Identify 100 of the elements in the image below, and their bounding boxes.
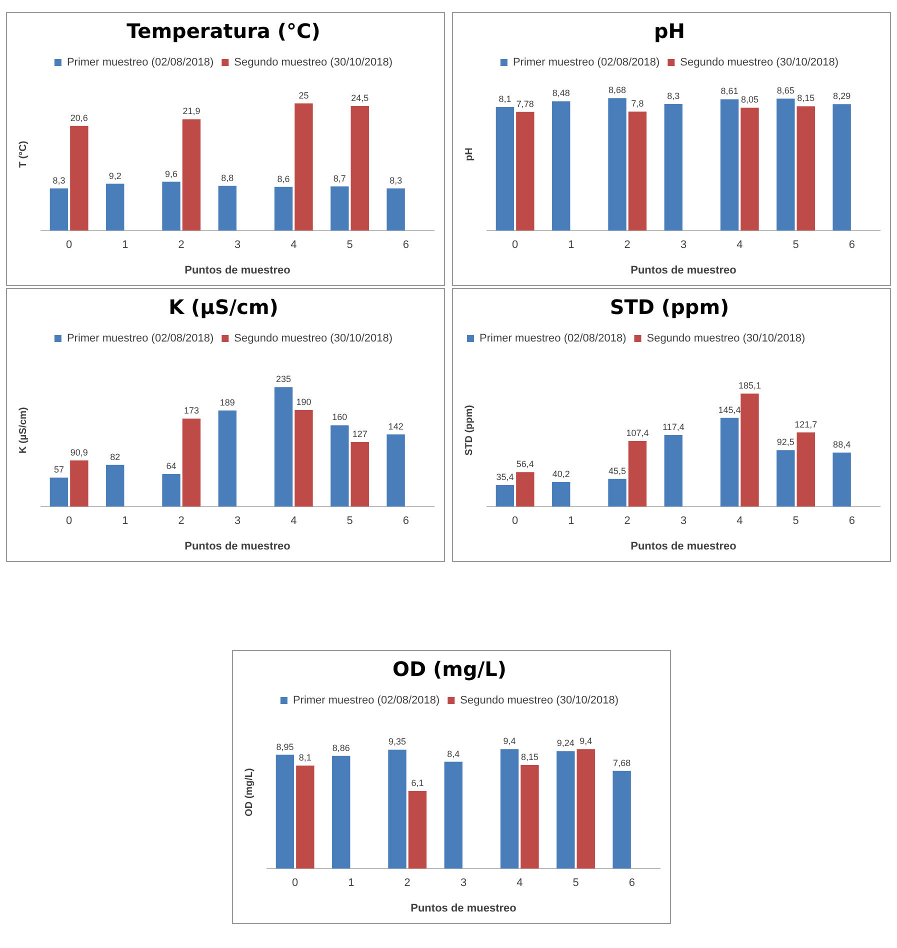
y-axis-title: K (µS/cm) [18, 407, 29, 454]
x-tick-label: 3 [234, 239, 241, 252]
x-axis-title: Puntos de muestreo [184, 540, 291, 552]
data-label: 173 [184, 406, 199, 416]
x-tick-label: 4 [290, 239, 297, 252]
chart-title: Temperatura (°C) [126, 19, 320, 44]
bar [740, 108, 759, 231]
data-label: 8,7 [333, 173, 346, 184]
bar [740, 394, 759, 507]
bar [516, 112, 534, 231]
bar [162, 474, 180, 507]
bar [664, 104, 682, 231]
x-tick-label: 2 [178, 239, 184, 252]
legend-label: Primer muestreo (02/08/2018) [480, 332, 626, 345]
x-tick-label: 5 [792, 515, 799, 528]
bar [218, 410, 236, 507]
x-tick-label: 3 [234, 515, 241, 528]
data-label: 9,35 [388, 736, 406, 747]
data-label: 7,68 [613, 758, 631, 768]
bar [612, 770, 631, 869]
bar [556, 751, 575, 869]
data-label: 9,4 [580, 736, 592, 746]
x-tick-label: 3 [680, 515, 687, 528]
bar [720, 99, 739, 231]
bar [182, 418, 201, 507]
bar [628, 441, 647, 507]
bar [832, 452, 851, 507]
bar [664, 434, 682, 507]
x-tick-label: 6 [402, 515, 409, 528]
data-label: 8,61 [720, 86, 738, 96]
data-label: 64 [166, 461, 176, 472]
data-label: 20,6 [70, 112, 88, 123]
data-label: 8,6 [277, 174, 290, 184]
bar [776, 98, 795, 231]
x-tick-label: 1 [122, 239, 128, 252]
bar [294, 103, 313, 231]
x-tick-label: 0 [292, 877, 298, 890]
x-tick-label: 6 [402, 239, 409, 252]
x-tick-label: 1 [122, 515, 128, 528]
data-label: 7,8 [631, 98, 644, 109]
x-tick-label: 0 [66, 239, 72, 252]
data-label: 40,2 [552, 469, 570, 480]
bar [330, 425, 349, 507]
bar [332, 756, 350, 869]
x-tick-label: 6 [848, 515, 855, 528]
data-label: 8,65 [776, 86, 794, 96]
x-tick-label: 2 [178, 515, 184, 528]
bar [516, 472, 534, 507]
data-label: 8,15 [797, 93, 815, 104]
data-label: 24,5 [351, 92, 369, 103]
data-label: 8,1 [498, 94, 512, 104]
bar [274, 186, 293, 231]
bar [832, 104, 851, 231]
bar [552, 101, 570, 231]
data-label: 9,6 [164, 168, 178, 179]
bar [720, 418, 739, 507]
data-label: 88,4 [833, 440, 851, 450]
data-label: 142 [388, 421, 404, 432]
bar [386, 188, 405, 231]
legend-label: Segundo muestreo (30/10/2018) [646, 332, 806, 345]
data-label: 8,29 [833, 91, 851, 102]
x-tick-label: 3 [680, 239, 687, 252]
data-label: 160 [332, 412, 348, 422]
bar [182, 119, 201, 231]
x-tick-label: 6 [848, 239, 855, 252]
data-label: 8,1 [298, 752, 312, 763]
data-label: 8,95 [276, 742, 294, 752]
data-label: 9,24 [556, 738, 574, 748]
bar [386, 434, 405, 507]
x-tick-label: 3 [460, 877, 467, 890]
y-axis-title: OD (mg/L) [244, 768, 255, 816]
data-label: 9,2 [108, 170, 122, 181]
data-label: 8,15 [520, 752, 539, 762]
y-axis-title: pH [464, 148, 475, 161]
bar [496, 106, 514, 231]
bar [50, 188, 68, 231]
x-tick-label: 1 [348, 877, 354, 890]
bar [628, 112, 647, 231]
data-label: 117,4 [662, 422, 684, 432]
x-axis-title: Puntos de muestreo [184, 264, 291, 276]
legend-label: Segundo muestreo (30/10/2018) [460, 694, 619, 707]
data-label: 92,5 [776, 437, 794, 448]
x-tick-label: 5 [572, 877, 579, 890]
bar [608, 478, 626, 507]
x-tick-label: 4 [736, 515, 743, 528]
x-tick-label: 4 [516, 877, 523, 890]
bar [276, 754, 294, 869]
data-label: 107,4 [626, 428, 649, 438]
legend-label: Segundo muestreo (30/10/2018) [234, 332, 393, 345]
data-label: 90,9 [70, 447, 88, 458]
x-tick-label: 0 [512, 239, 518, 252]
data-label: 6,1 [411, 778, 424, 788]
x-tick-label: 2 [624, 239, 630, 252]
data-label: 127 [352, 428, 368, 439]
bar [218, 186, 236, 231]
bar [350, 106, 369, 231]
data-label: 189 [220, 397, 235, 408]
bar [70, 126, 88, 231]
x-axis-title: Puntos de muestreo [630, 540, 737, 552]
legend-label: Primer muestreo (02/08/2018) [66, 56, 214, 69]
